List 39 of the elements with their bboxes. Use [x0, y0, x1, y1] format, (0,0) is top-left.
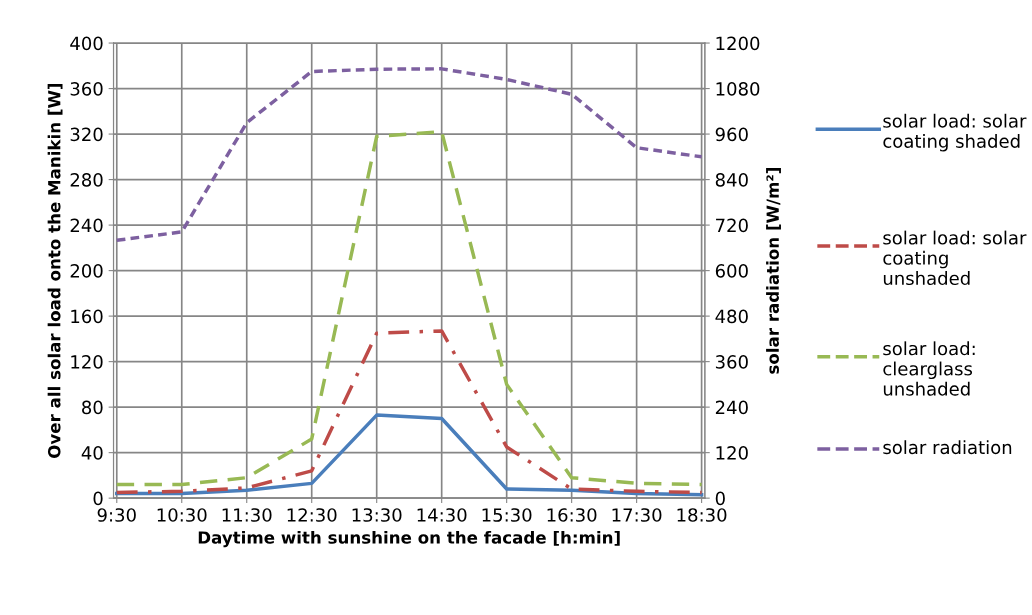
y2-tick-label: 240 — [715, 400, 748, 415]
y-tick-label: 40 — [81, 446, 103, 460]
y2-tick-label: 720 — [716, 218, 748, 233]
x-tick-label: 14:30 — [417, 508, 467, 522]
x-axis-title: Daytime with sunshine on the facade [h:min] — [198, 530, 620, 548]
x-tick-label: 15:30 — [482, 508, 532, 522]
y2-tick-label: 120 — [716, 446, 748, 460]
y-tick-label: 360 — [70, 82, 103, 96]
x-tick-label: 16:30 — [547, 508, 597, 522]
legend-label: solar load: solar coating unshaded — [883, 230, 1027, 286]
y-tick-label: 160 — [71, 309, 103, 324]
y2-tick-label: 360 — [715, 355, 748, 369]
y-axis-title: Over all solar load onto the Manikin [W] — [47, 83, 63, 458]
legend-label: solar load: solar coating shaded — [883, 113, 1027, 152]
x-tick-label: 9:30 — [97, 508, 136, 522]
x-tick-label: 12:30 — [287, 508, 337, 522]
x-tick-label: 17:30 — [612, 508, 662, 522]
y2-tick-label: 1080 — [716, 82, 760, 96]
y-tick-label: 320 — [70, 127, 103, 142]
y2-tick-label: 480 — [715, 309, 748, 324]
y2-tick-label: 960 — [715, 127, 748, 142]
x-tick-label: 10:30 — [157, 508, 207, 522]
legend-label: solar radiation — [883, 440, 1012, 455]
y-tick-label: 200 — [70, 264, 103, 278]
y2-axis-title: solar radiation [W/m²] — [766, 168, 781, 374]
y2-tick-label: 600 — [715, 264, 748, 278]
y-tick-label: 240 — [70, 218, 103, 233]
x-tick-label: 18:30 — [677, 508, 727, 522]
y-tick-label: 400 — [70, 36, 103, 51]
y2-tick-label: 1200 — [716, 36, 760, 51]
y-tick-label: 0 — [93, 491, 103, 506]
y-tick-label: 120 — [71, 355, 103, 369]
legend-label: solar load: clearglass unshaded — [883, 341, 975, 396]
x-tick-label: 13:30 — [352, 508, 402, 522]
x-tick-label: 11:30 — [222, 508, 272, 522]
y2-tick-label: 0 — [715, 491, 725, 506]
y-tick-label: 80 — [82, 400, 103, 415]
y2-tick-label: 840 — [715, 173, 748, 187]
y-tick-label: 280 — [70, 173, 103, 187]
